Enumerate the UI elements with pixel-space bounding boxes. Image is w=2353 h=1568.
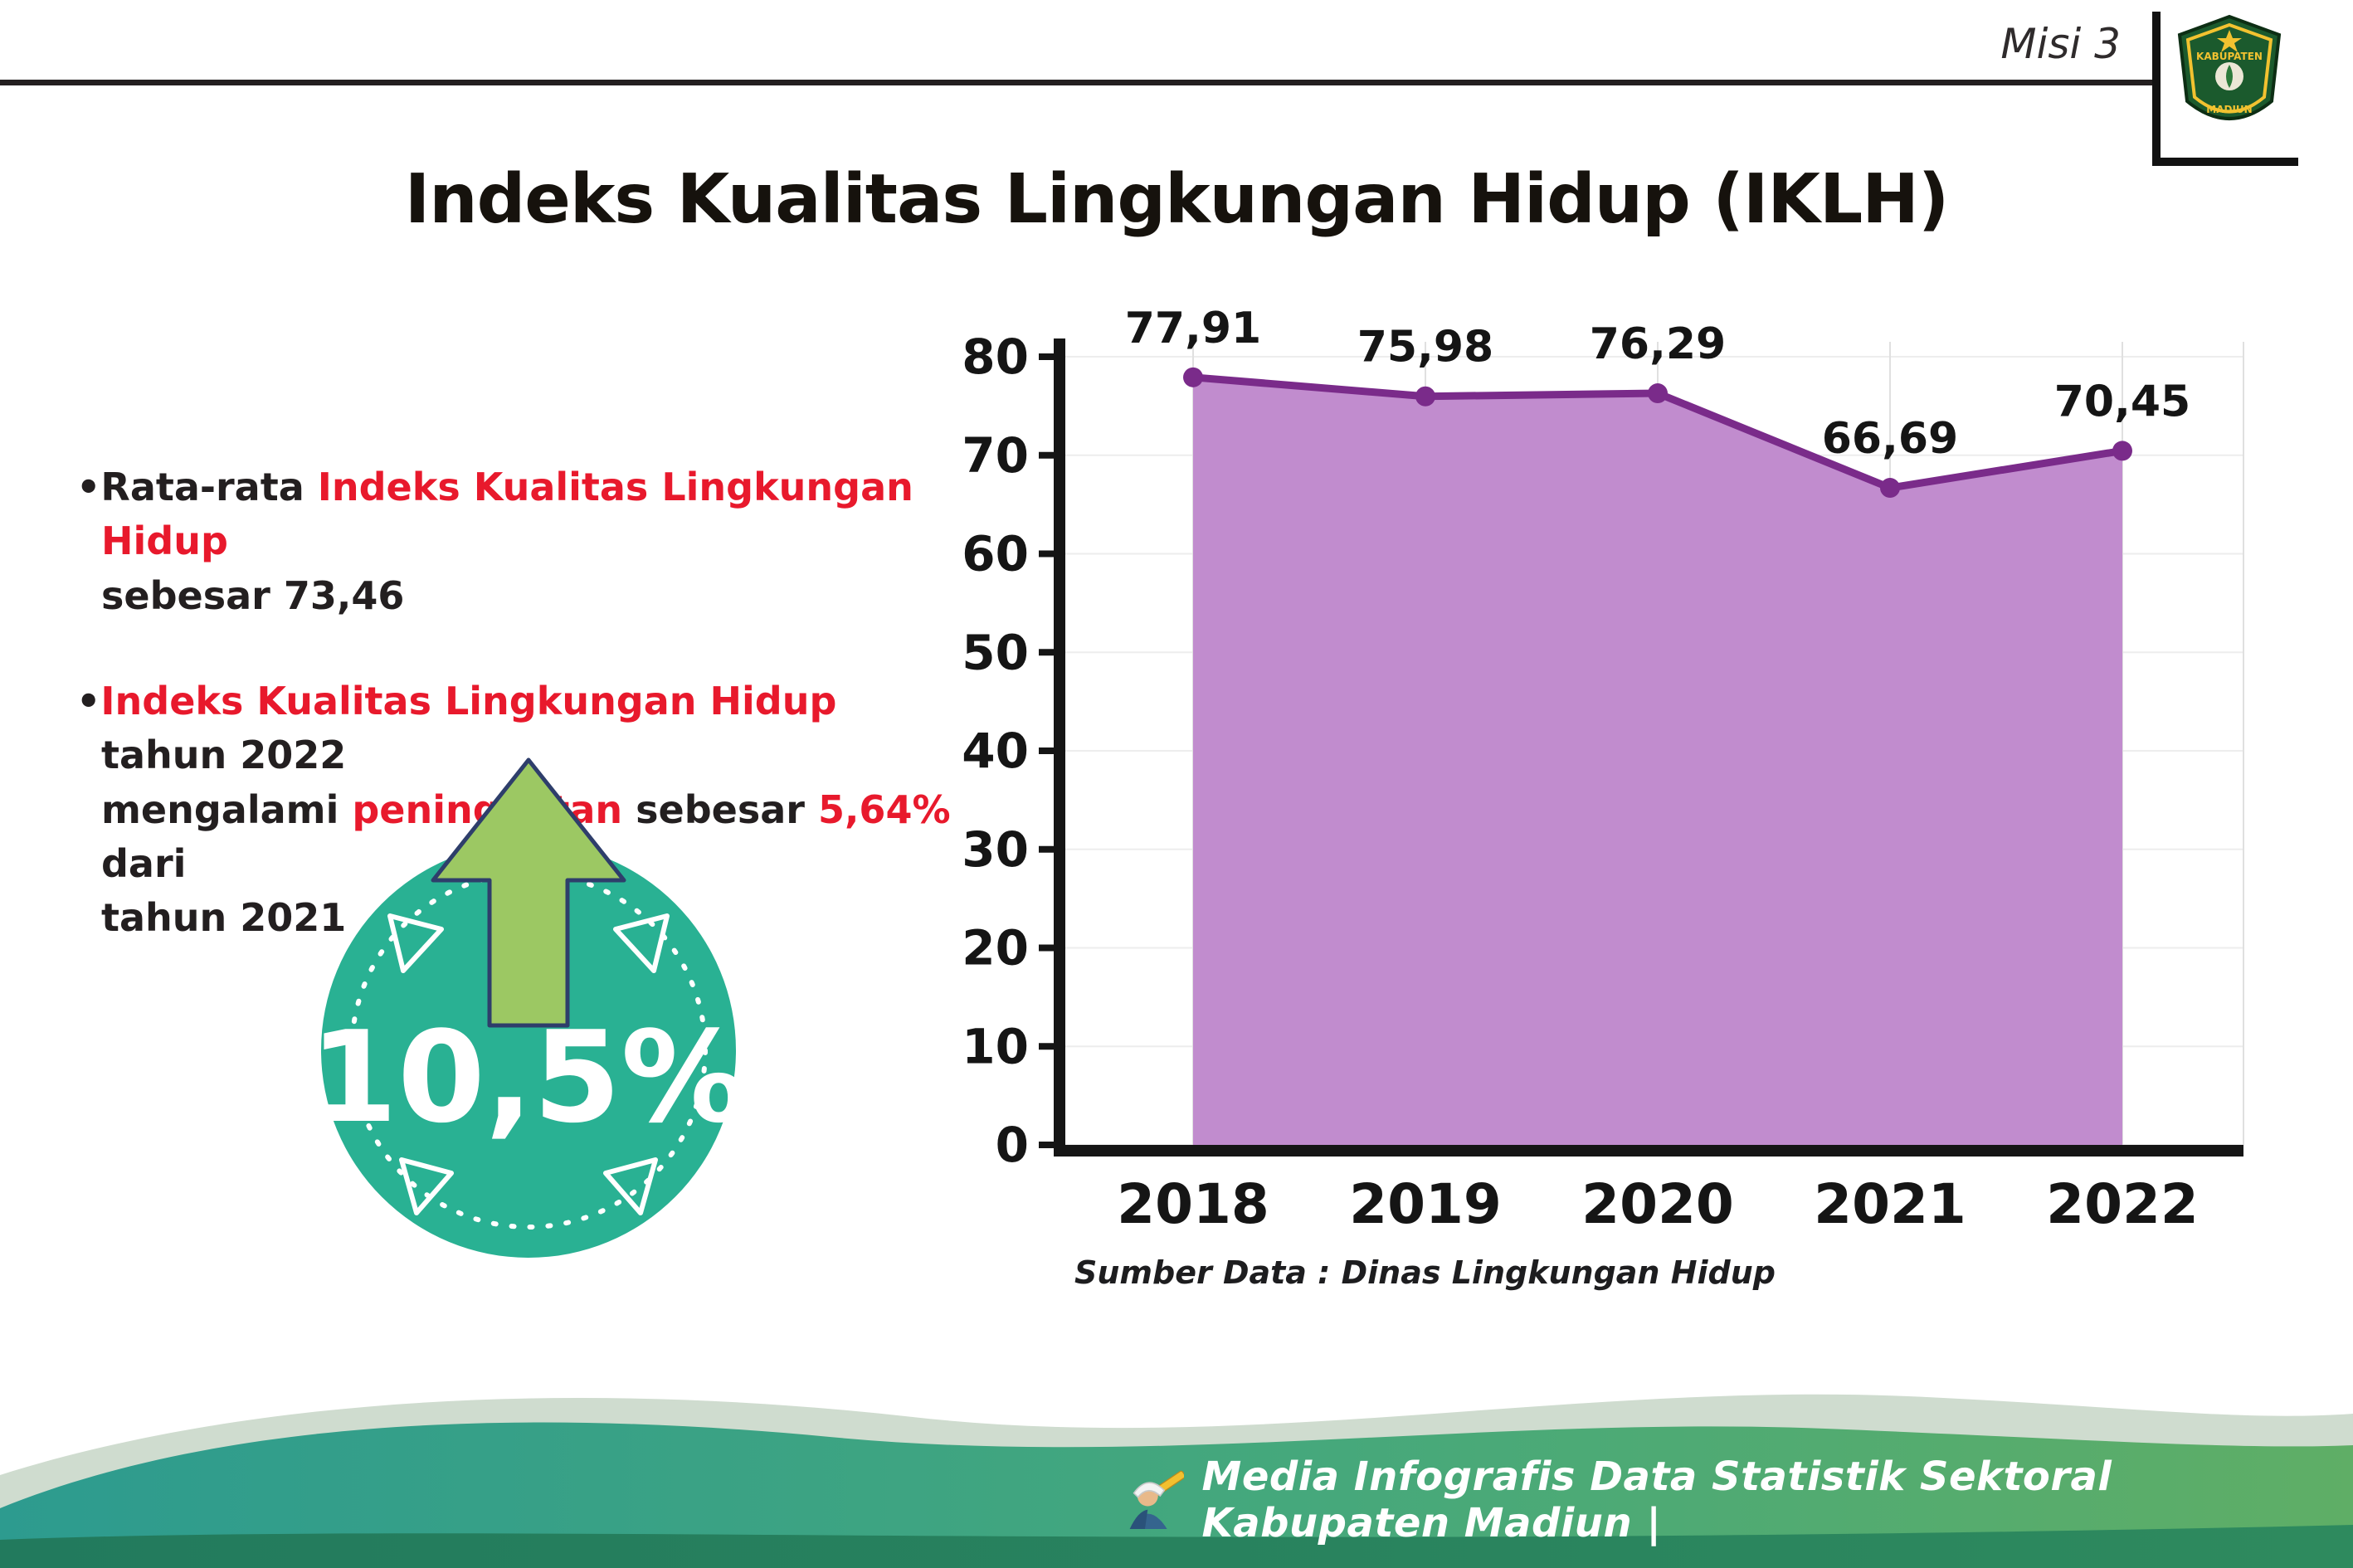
bullet-increase-text: Indeks Kualitas Lingkungan Hidup tahun 2… (100, 678, 951, 941)
svg-text:20: 20 (962, 920, 1029, 976)
badge-graphic: 10,5% (309, 757, 748, 1258)
chart-source: Sumber Data : Dinas Lingkungan Hidup (1074, 1254, 1776, 1291)
badge-triangle-se (603, 1157, 658, 1215)
badge-value: 10,5% (309, 1004, 747, 1151)
misi-label: Misi 3 (2000, 20, 2121, 68)
up-arrow-icon (431, 757, 626, 1028)
iklh-area-chart: 0 10 20 30 40 50 60 70 80 77,91 75,98 76,29 66,69 70,… (962, 304, 2244, 1236)
footer-wave-dark (0, 1525, 2353, 1568)
svg-text:70: 70 (962, 427, 1029, 484)
svg-text:70,45: 70,45 (2054, 377, 2190, 426)
svg-text:66,69: 66,69 (1822, 414, 1958, 464)
top-divider-line (0, 80, 2167, 85)
badge-triangle-nw (387, 913, 444, 973)
bullet-increase-iklh: •Indeks Kualitas Lingkungan Hidup tahun … (76, 674, 972, 946)
svg-text:2018: 2018 (1117, 1172, 1269, 1236)
footer-caption: Media Infografis Data Statistik Sektoral… (1124, 1454, 2353, 1546)
svg-text:30: 30 (962, 821, 1029, 878)
mascot-icon (1129, 1470, 1184, 1529)
svg-text:40: 40 (962, 723, 1029, 779)
svg-text:10: 10 (962, 1018, 1029, 1074)
increase-percentage-badge: 10,5% (292, 669, 765, 1283)
crest-icon: KABUPATEN MADIUN (2177, 14, 2282, 120)
logo-top-text: KABUPATEN (2196, 51, 2263, 62)
svg-text:2022: 2022 (2046, 1172, 2199, 1236)
badge-triangle-sw (399, 1157, 454, 1215)
svg-text:77,91: 77,91 (1125, 304, 1261, 353)
kabupaten-madiun-logo: KABUPATEN MADIUN (2152, 12, 2298, 166)
bullet-average-text: Rata-rata Indeks Kualitas Lingkungan Hid… (100, 465, 927, 618)
svg-text:50: 50 (962, 624, 1029, 680)
badge-dotted-ring (349, 871, 708, 1230)
footer-wave-main (0, 1422, 2353, 1568)
iklh-chart: 0 10 20 30 40 50 60 70 80 77,91 75,98 76,29 66,69 70,… (949, 290, 2277, 1253)
svg-text:80: 80 (962, 329, 1029, 385)
badge-triangle-ne (613, 913, 670, 973)
bullet-average-iklh: •Rata-rata Indeks Kualitas Lingkungan Hi… (76, 460, 972, 623)
summary-bullets: •Rata-rata Indeks Kualitas Lingkungan Hi… (76, 460, 972, 997)
bullet-marker: • (76, 678, 101, 723)
bullet-marker: • (76, 465, 101, 509)
svg-text:2019: 2019 (1349, 1172, 1502, 1236)
page-title: Indeks Kualitas Lingkungan Hidup (IKLH) (404, 159, 1950, 239)
svg-text:2020: 2020 (1581, 1172, 1734, 1236)
svg-text:2021: 2021 (1814, 1172, 1966, 1236)
svg-text:60: 60 (962, 526, 1029, 582)
svg-text:75,98: 75,98 (1357, 323, 1493, 373)
logo-bottom-text: MADIUN (2206, 104, 2252, 115)
svg-text:0: 0 (996, 1117, 1029, 1173)
svg-text:76,29: 76,29 (1590, 319, 1726, 369)
footer-text: Media Infografis Data Statistik Sektoral… (1201, 1454, 2112, 1546)
